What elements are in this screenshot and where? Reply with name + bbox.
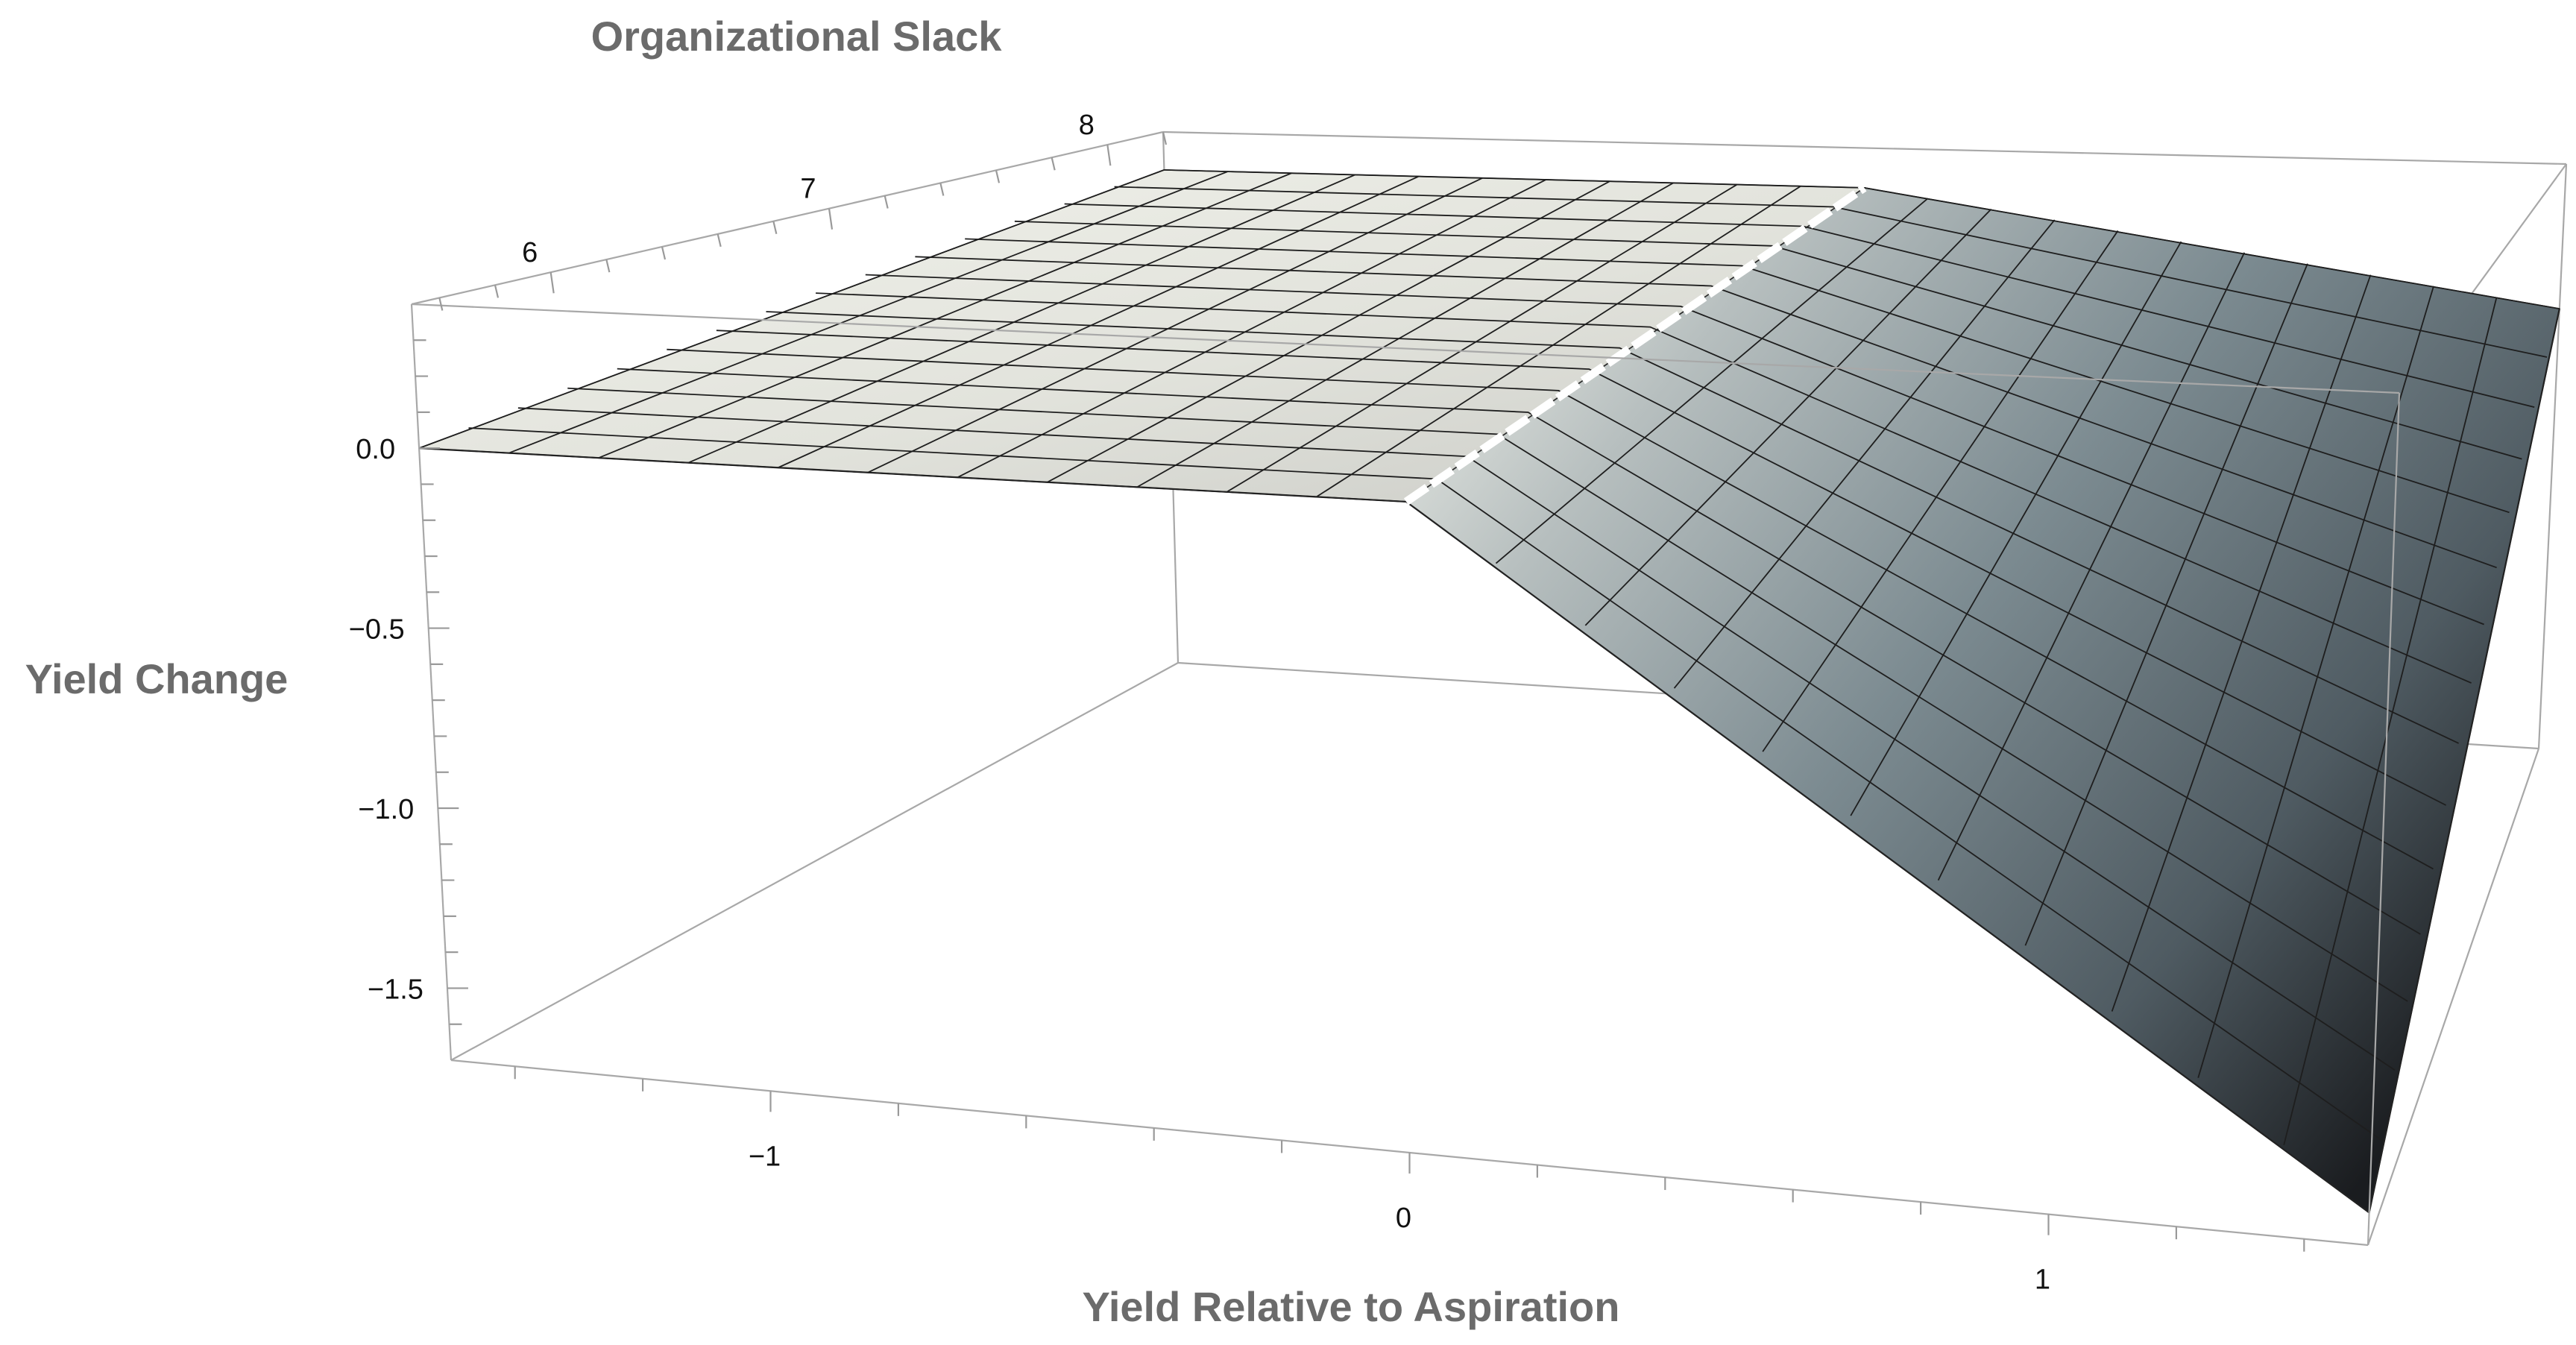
mesh-line-y-10 bbox=[915, 256, 2497, 569]
mesh-line-x-18 bbox=[2024, 263, 2308, 946]
box-edge-back-6 bbox=[2366, 748, 2540, 1246]
mesh-line-y-8 bbox=[816, 292, 2472, 684]
y-tick-mark-1 bbox=[494, 285, 500, 298]
y-axis-title: Organizational Slack bbox=[591, 13, 1003, 60]
y-tick-mark-3 bbox=[605, 259, 611, 273]
y-tick-mark-10 bbox=[995, 170, 1001, 183]
mesh-line-y-11 bbox=[965, 238, 2510, 514]
y-tick-mark-7 bbox=[828, 208, 834, 230]
mesh-line-y-9 bbox=[865, 274, 2484, 626]
z-tick-label-2: −1.0 bbox=[358, 794, 414, 825]
box-edge-back-2 bbox=[450, 662, 1179, 1061]
x-tick-label-2: 1 bbox=[2035, 1264, 2050, 1296]
axis-ticks: −1 0 1 6 7 8 0.0 −0.5 −1.0 −1.5 bbox=[349, 110, 2305, 1296]
z-axis-title: Yield Change bbox=[25, 655, 289, 702]
mesh-line-x-13 bbox=[1584, 208, 1992, 626]
mesh-line-x-16 bbox=[1850, 241, 2182, 816]
y-tick-mark-4 bbox=[661, 246, 667, 260]
mesh-line-x-2 bbox=[598, 172, 1292, 459]
mesh-line-x-17 bbox=[1937, 252, 2246, 881]
mesh-line-y-14 bbox=[1114, 186, 2548, 358]
mesh-line-x-5 bbox=[867, 177, 1483, 473]
mesh-line-x-15 bbox=[1762, 230, 2119, 752]
y-tick-mark-2 bbox=[549, 272, 555, 294]
y-tick-mark-0 bbox=[438, 297, 444, 311]
y-tick-mark-13 bbox=[1162, 131, 1168, 145]
mesh-line-x-8 bbox=[1136, 182, 1674, 488]
box-edge-back-5 bbox=[2537, 163, 2568, 749]
mesh-line-x-3 bbox=[687, 174, 1355, 464]
y-tick-mark-9 bbox=[939, 183, 945, 196]
box-edge-back-3 bbox=[1162, 130, 2567, 166]
mesh-line-x-10 bbox=[1316, 185, 1801, 498]
x-tick-label-0: −1 bbox=[749, 1141, 781, 1172]
surface bbox=[418, 169, 2560, 1215]
z-tick-label-3: −1.5 bbox=[368, 974, 423, 1005]
mesh-line-x-21 bbox=[2283, 297, 2498, 1145]
mesh-line-x-12 bbox=[1495, 198, 1929, 564]
mesh-line-x-9 bbox=[1226, 183, 1738, 493]
surface-edge-front bbox=[419, 308, 2560, 1215]
box-edge-front-2 bbox=[411, 303, 2400, 394]
mesh-line-x-1 bbox=[508, 171, 1229, 454]
mesh-line-y-4 bbox=[617, 368, 2421, 935]
z-tick-label-0: 0.0 bbox=[356, 434, 395, 465]
y-tick-mark-5 bbox=[717, 233, 722, 248]
box-edge-front-1 bbox=[410, 303, 453, 1061]
mesh-line-y-15 bbox=[1164, 169, 2560, 309]
mesh-line-y-5 bbox=[667, 348, 2434, 870]
x-tick-label-1: 0 bbox=[1396, 1203, 1411, 1234]
box-edge-front-3 bbox=[2366, 392, 2401, 1246]
mesh-line-y-6 bbox=[716, 330, 2447, 806]
z-tick-label-1: −0.5 bbox=[349, 614, 405, 646]
box-edge-back-4 bbox=[411, 130, 1164, 306]
y-tick-mark-6 bbox=[772, 221, 778, 235]
mesh-line-y-7 bbox=[766, 311, 2459, 744]
mesh-line-x-6 bbox=[957, 179, 1546, 479]
mesh-line-x-4 bbox=[778, 175, 1420, 469]
mesh-line-x-7 bbox=[1047, 180, 1610, 483]
x-axis-title: Yield Relative to Aspiration bbox=[1083, 1283, 1620, 1330]
y-tick-mark-8 bbox=[884, 195, 889, 209]
y-tick-mark-12 bbox=[1106, 144, 1112, 166]
mesh-line-x-14 bbox=[1673, 219, 2056, 689]
surface-ridge-seam bbox=[1403, 184, 1867, 505]
mesh-line-x-19 bbox=[2111, 274, 2372, 1012]
y-tick-label-2: 8 bbox=[1079, 110, 1095, 141]
mesh-line-x-20 bbox=[2197, 286, 2434, 1078]
y-tick-mark-11 bbox=[1051, 157, 1056, 171]
y-tick-label-0: 6 bbox=[522, 237, 538, 268]
y-tick-label-1: 7 bbox=[800, 174, 816, 205]
mesh-line-x-0 bbox=[418, 169, 1165, 449]
